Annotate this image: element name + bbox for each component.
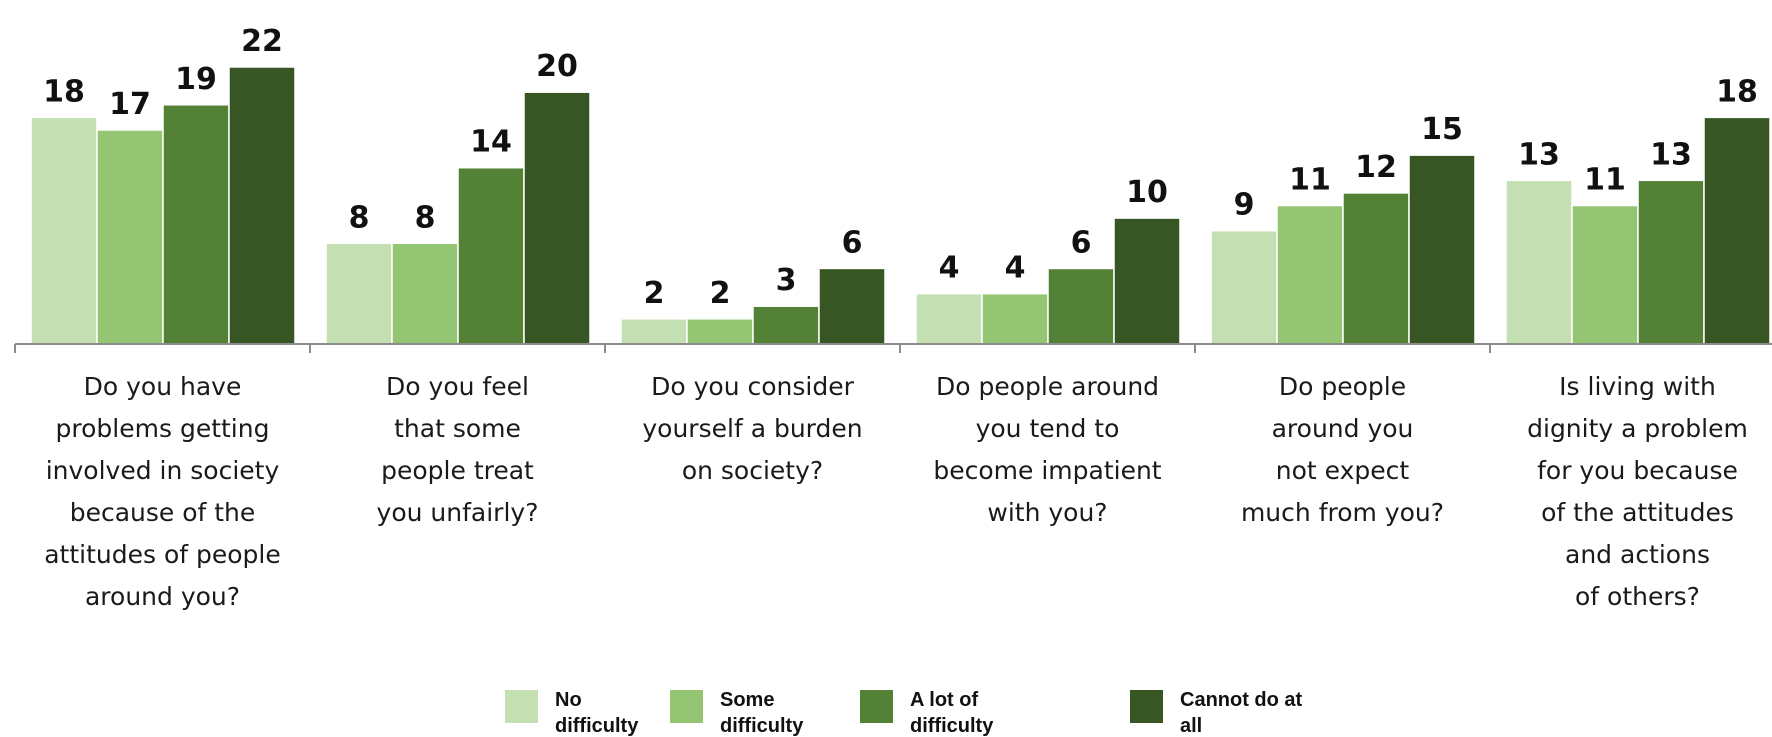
legend-swatch bbox=[1130, 690, 1163, 723]
data-label: 20 bbox=[536, 49, 578, 84]
legend-swatch bbox=[860, 690, 893, 723]
bar bbox=[1047, 267, 1115, 345]
bar bbox=[162, 104, 230, 345]
bar bbox=[620, 318, 688, 345]
legend: No difficulty Some difficulty A lot of diffic… bbox=[505, 689, 1303, 737]
data-label: 10 bbox=[1126, 175, 1168, 210]
bars-layer bbox=[30, 66, 1771, 345]
data-label: 6 bbox=[842, 225, 863, 260]
data-label: 11 bbox=[1584, 163, 1626, 198]
data-label: 12 bbox=[1355, 150, 1397, 185]
category-label: Do you consider yourself a burden on socie… bbox=[642, 372, 862, 485]
legend-item: No difficulty bbox=[505, 689, 639, 737]
data-label: 9 bbox=[1234, 188, 1255, 223]
legend-label: Some difficulty bbox=[720, 689, 804, 737]
category-label: Do you have problems getting involved in s… bbox=[44, 372, 281, 611]
bar bbox=[818, 267, 886, 345]
bar bbox=[1505, 179, 1573, 345]
data-label: 22 bbox=[241, 24, 283, 59]
x-axis bbox=[14, 343, 1772, 353]
legend-item: A lot of difficulty bbox=[860, 689, 994, 737]
data-label: 14 bbox=[470, 125, 512, 160]
data-label: 8 bbox=[349, 200, 370, 235]
bar bbox=[457, 166, 525, 345]
data-label: 13 bbox=[1650, 137, 1692, 172]
data-label: 2 bbox=[710, 276, 731, 311]
bar bbox=[915, 292, 983, 345]
bar bbox=[1408, 154, 1476, 345]
bar bbox=[752, 305, 820, 345]
data-label: 2 bbox=[644, 276, 665, 311]
data-label: 17 bbox=[109, 87, 151, 122]
legend-label: No difficulty bbox=[555, 689, 639, 737]
bar bbox=[1703, 116, 1771, 345]
bar bbox=[523, 91, 591, 345]
legend-swatch bbox=[670, 690, 703, 723]
category-label: Do people around you not expect much from y… bbox=[1241, 372, 1444, 527]
data-label: 19 bbox=[175, 62, 217, 97]
data-label: 8 bbox=[415, 200, 436, 235]
bar bbox=[228, 66, 296, 345]
bar bbox=[686, 318, 754, 345]
bar bbox=[391, 242, 459, 345]
category-labels-layer: Do you have problems getting involved in s… bbox=[44, 372, 1748, 611]
bar bbox=[325, 242, 393, 345]
bar bbox=[981, 292, 1049, 345]
bar bbox=[1210, 229, 1278, 345]
bar bbox=[30, 116, 98, 345]
data-label: 6 bbox=[1071, 225, 1092, 260]
bar bbox=[1276, 204, 1344, 345]
data-label: 18 bbox=[1716, 74, 1758, 109]
data-label: 13 bbox=[1518, 137, 1560, 172]
bar bbox=[1113, 217, 1181, 345]
bar bbox=[1571, 204, 1639, 345]
data-label: 15 bbox=[1421, 112, 1463, 147]
data-label: 4 bbox=[939, 251, 960, 286]
data-label: 11 bbox=[1289, 163, 1331, 198]
legend-item: Cannot do at all bbox=[1130, 689, 1303, 737]
category-label: Is living with dignity a problem for you b… bbox=[1527, 372, 1748, 611]
data-label: 3 bbox=[776, 263, 797, 298]
bar bbox=[96, 129, 164, 345]
bar bbox=[1637, 179, 1705, 345]
bar bbox=[1342, 192, 1410, 345]
legend-label: Cannot do at all bbox=[1180, 689, 1303, 737]
legend-item: Some difficulty bbox=[670, 689, 804, 737]
data-label: 4 bbox=[1005, 251, 1026, 286]
data-label: 18 bbox=[43, 74, 85, 109]
legend-swatch bbox=[505, 690, 538, 723]
value-labels-layer: 18 8 2 4 9 13 17 8 2 4 11 11 19 14 3 6 12 13 22 20 6 10 15 18 bbox=[43, 24, 1758, 311]
category-label: Do people around you tend to become impati… bbox=[933, 372, 1161, 527]
legend-label: A lot of difficulty bbox=[910, 689, 994, 737]
category-label: Do you feel that some people treat you unfa… bbox=[377, 372, 539, 527]
